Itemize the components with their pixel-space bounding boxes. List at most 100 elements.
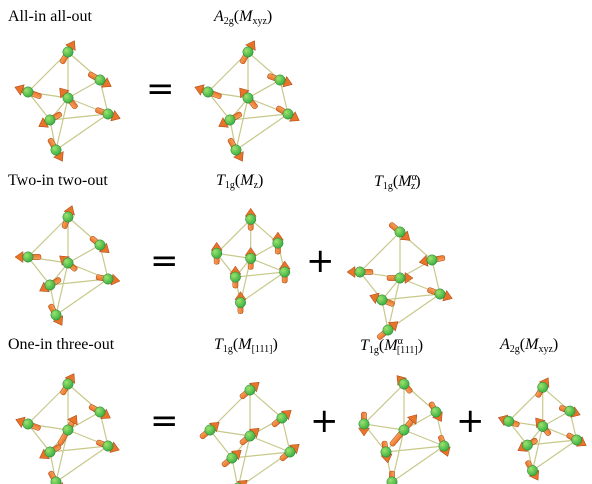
bond-line: [99, 79, 109, 115]
atom: [380, 446, 392, 458]
atom: [44, 114, 56, 126]
plus-sign: +: [306, 241, 335, 281]
atom: [537, 381, 549, 393]
bond-line: [279, 79, 289, 115]
bond-line: [67, 79, 101, 99]
atom: [94, 74, 106, 86]
cluster-t1g-m111-alpha: [358, 375, 451, 484]
atom: [202, 86, 214, 98]
bond-line: [27, 216, 69, 258]
bond-line: [238, 435, 251, 484]
atom: [571, 434, 583, 446]
equals-sign: =: [146, 69, 175, 109]
atom: [272, 237, 284, 249]
bond-line: [55, 262, 69, 316]
bond-line: [216, 218, 252, 254]
atom: [244, 430, 256, 442]
atom: [282, 108, 294, 120]
atom: [62, 92, 74, 104]
atom: [242, 92, 254, 104]
bond-line: [55, 278, 109, 316]
bond-line: [231, 451, 291, 459]
term-a2g-mxyz: A2g(Mxyz): [214, 8, 273, 27]
atom: [386, 476, 398, 484]
atom: [22, 251, 34, 263]
atom: [62, 257, 74, 269]
atom: [398, 424, 410, 436]
term-t1g-mz-alpha: T1g(Mαz): [374, 172, 421, 192]
atom: [229, 271, 241, 283]
bond-line: [281, 417, 291, 453]
atom: [211, 247, 223, 259]
atom: [358, 418, 370, 430]
atom: [204, 424, 216, 436]
bond-line: [381, 293, 441, 301]
bond-line: [229, 113, 289, 121]
row-label-all-in-all-out: All-in all-out: [8, 8, 92, 25]
atom: [382, 324, 394, 336]
bond-line: [49, 445, 109, 453]
bond-line: [391, 445, 445, 483]
term-t1g-mz: T1g(Mz): [216, 172, 264, 191]
atom: [245, 213, 257, 225]
row-label-two-in-two-out: Two-in two-out: [8, 172, 108, 189]
plus-sign: +: [456, 401, 485, 441]
bond-line: [27, 423, 51, 453]
atom: [62, 378, 74, 390]
atom: [102, 440, 114, 452]
cluster-t1g-m111: [199, 382, 300, 484]
bond-line: [363, 423, 405, 431]
bond-line: [531, 426, 544, 471]
atom: [394, 226, 406, 238]
equals-sign: =: [150, 401, 179, 441]
bond-line: [385, 445, 445, 453]
atom: [564, 405, 576, 417]
atom: [62, 46, 74, 58]
cluster-a2g-mxyz: [194, 40, 300, 162]
atom: [244, 384, 256, 396]
atom: [235, 297, 246, 309]
atom: [503, 415, 515, 427]
term-t1g-m111: T1g(M[111]): [214, 336, 278, 355]
atom: [279, 266, 291, 278]
equals-sign: =: [150, 241, 179, 281]
atom: [44, 446, 56, 458]
bond-line: [55, 113, 109, 151]
atom: [245, 252, 257, 264]
atom: [102, 273, 114, 285]
atom: [102, 108, 114, 120]
atom: [430, 406, 442, 418]
atom: [230, 144, 242, 156]
cluster-all-in-all-out: [14, 40, 121, 162]
atom: [62, 424, 74, 436]
atom: [284, 446, 296, 458]
atom: [44, 279, 56, 291]
bond-line: [527, 439, 577, 446]
atom: [276, 412, 288, 424]
bond-line: [67, 411, 101, 431]
bond-line: [249, 435, 291, 453]
atom: [22, 418, 34, 430]
bond-line: [235, 97, 249, 151]
bond-line: [55, 445, 109, 483]
atom: [274, 74, 286, 86]
bond-line: [240, 271, 286, 304]
cluster-t1g-mz-alpha: [346, 222, 453, 340]
atom: [434, 288, 446, 300]
cluster-two-in-two-out: [14, 205, 121, 326]
bond-line: [247, 79, 281, 99]
atom: [224, 114, 236, 126]
atom: [354, 266, 366, 278]
atom: [398, 378, 410, 390]
atom: [438, 440, 450, 452]
cluster-a2g-mxyz-2: [497, 377, 587, 481]
atom: [376, 294, 388, 306]
spin-arrow: [227, 480, 248, 484]
atom: [527, 465, 538, 477]
bond-line: [235, 113, 289, 151]
bond-line: [235, 271, 285, 278]
bond-line: [207, 91, 231, 121]
atom: [521, 439, 533, 451]
bond-line: [27, 91, 51, 121]
bond-line: [49, 113, 109, 121]
